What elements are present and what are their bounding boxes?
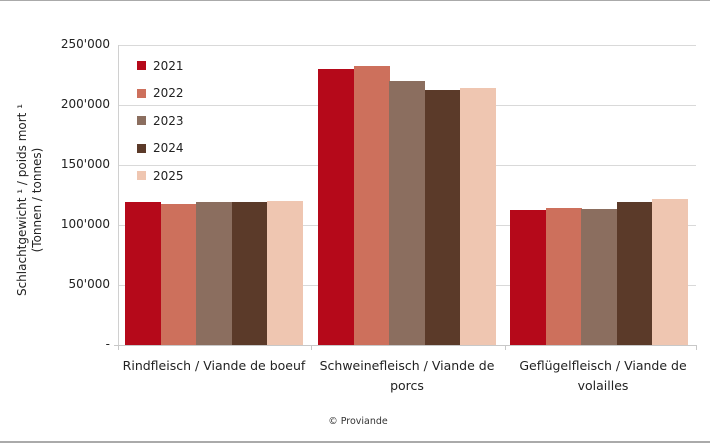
bar-2024-group-2 bbox=[616, 202, 653, 345]
bar-2021-group-2 bbox=[510, 210, 547, 345]
legend-item-2025: 2025 bbox=[137, 162, 184, 190]
y-tick-label: 50'000 bbox=[68, 277, 110, 291]
y-axis-title-line1: Schlachtgewicht ¹ / poids mort ¹ bbox=[15, 103, 29, 297]
bar-2021-group-0 bbox=[125, 202, 162, 345]
legend-label: 2021 bbox=[153, 58, 184, 73]
legend: 2021 2022 2023 2024 2025 bbox=[137, 52, 184, 190]
legend-swatch bbox=[137, 61, 146, 71]
top-border bbox=[0, 0, 710, 1]
legend-label: 2023 bbox=[153, 113, 184, 128]
legend-item-2024: 2024 bbox=[137, 135, 184, 163]
y-tick-label: 200'000 bbox=[60, 97, 110, 111]
x-category-label-beef: Rindfleisch / Viande de boeuf bbox=[122, 358, 306, 373]
bar-2022-group-1 bbox=[353, 66, 390, 345]
y-tick-label: 150'000 bbox=[60, 157, 110, 171]
legend-swatch bbox=[137, 143, 146, 153]
bar-2022-group-2 bbox=[545, 208, 582, 345]
gridline bbox=[118, 45, 696, 46]
bar-2024-group-0 bbox=[231, 201, 268, 345]
legend-swatch bbox=[137, 171, 146, 181]
x-tick-mark bbox=[118, 345, 119, 350]
legend-label: 2024 bbox=[153, 141, 184, 156]
bar-2023-group-1 bbox=[389, 81, 426, 345]
y-axis-title-line2: (Tonnen / tonnes) bbox=[30, 147, 44, 253]
legend-label: 2022 bbox=[153, 86, 184, 101]
bar-2023-group-0 bbox=[196, 202, 233, 345]
bottom-border bbox=[0, 441, 710, 443]
bar-2024-group-1 bbox=[424, 90, 461, 345]
x-category-label-pork: Schweinefleisch / Viande de porcs bbox=[319, 358, 495, 393]
bar-2025-group-0 bbox=[267, 201, 304, 345]
y-tick-label: - bbox=[105, 337, 110, 351]
bar-2021-group-1 bbox=[318, 69, 355, 345]
x-tick-mark bbox=[505, 345, 506, 350]
x-tick-mark bbox=[311, 345, 312, 350]
bar-2025-group-2 bbox=[652, 199, 689, 345]
bar-2025-group-1 bbox=[460, 88, 497, 345]
legend-label: 2025 bbox=[153, 168, 184, 183]
bar-2023-group-2 bbox=[581, 208, 618, 345]
y-axis-title: Schlachtgewicht ¹ / poids mort ¹ (Tonnen… bbox=[15, 70, 45, 330]
copyright-credit: © Proviande bbox=[328, 416, 388, 427]
legend-swatch bbox=[137, 88, 146, 98]
y-axis-line bbox=[118, 45, 119, 346]
x-category-label-poultry: Geflügelfleisch / Viande de volailles bbox=[519, 358, 687, 393]
legend-item-2023: 2023 bbox=[137, 107, 184, 135]
bar-2022-group-0 bbox=[160, 204, 197, 345]
legend-swatch bbox=[137, 116, 146, 126]
y-tick-label: 250'000 bbox=[60, 37, 110, 51]
legend-item-2021: 2021 bbox=[137, 52, 184, 80]
x-tick-mark bbox=[696, 345, 697, 350]
x-axis-line bbox=[114, 345, 696, 346]
y-tick-label: 100'000 bbox=[60, 217, 110, 231]
legend-item-2022: 2022 bbox=[137, 80, 184, 108]
